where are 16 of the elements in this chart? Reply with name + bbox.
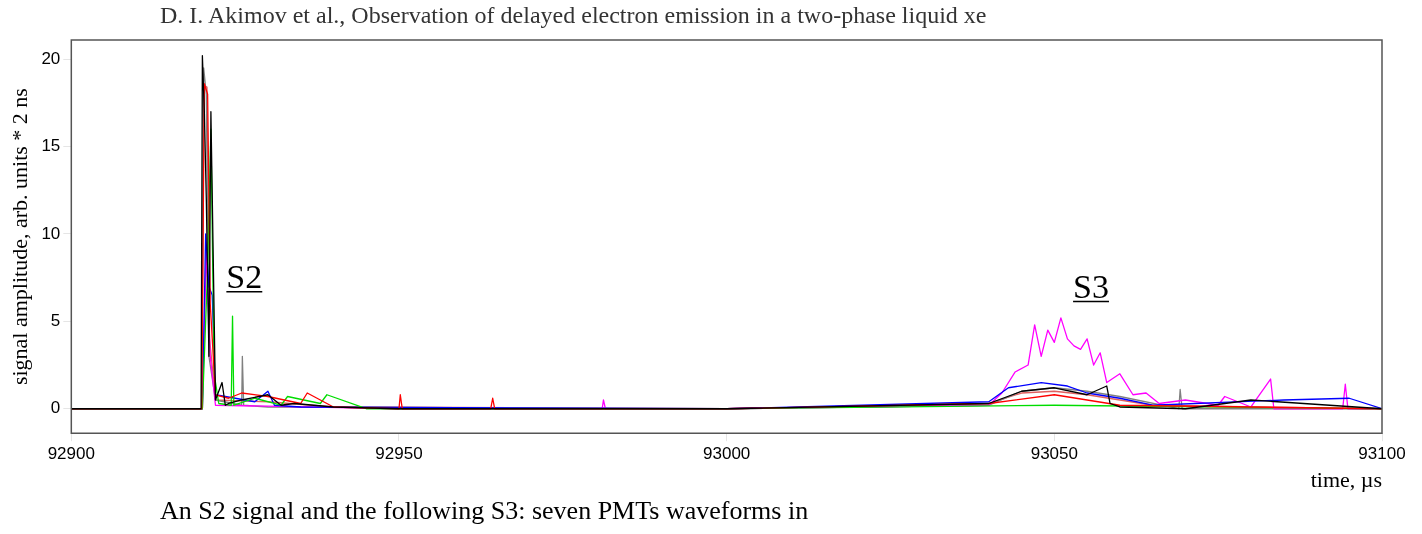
chart-title: D. I. Akimov et al., Observation of delayed electron emission in a two-phase liquid xe (160, 2, 987, 29)
y-tick-label: 5 (50, 311, 61, 331)
x-tick-label: 92950 (375, 444, 423, 464)
annotation: S3 (1073, 267, 1109, 305)
annotation: S2 (226, 257, 263, 295)
x-axis-title: time, µs (1310, 466, 1382, 492)
text: An S2 signal and the following S3: seven PMTs waveforms in (160, 496, 809, 526)
x-tick-label: 93000 (703, 444, 751, 464)
x-tick-label: 93100 (1358, 444, 1406, 464)
y-tick-label: 10 (41, 223, 61, 243)
y-axis-title: signal amplitude, arb. units * 2 ns (6, 88, 32, 386)
y-tick-label: 0 (50, 398, 61, 418)
y-tick-label: 15 (41, 136, 61, 156)
y-tick-label: 20 (41, 48, 61, 68)
x-tick-label: 93050 (1030, 444, 1078, 464)
x-tick-label: 92900 (47, 444, 95, 464)
